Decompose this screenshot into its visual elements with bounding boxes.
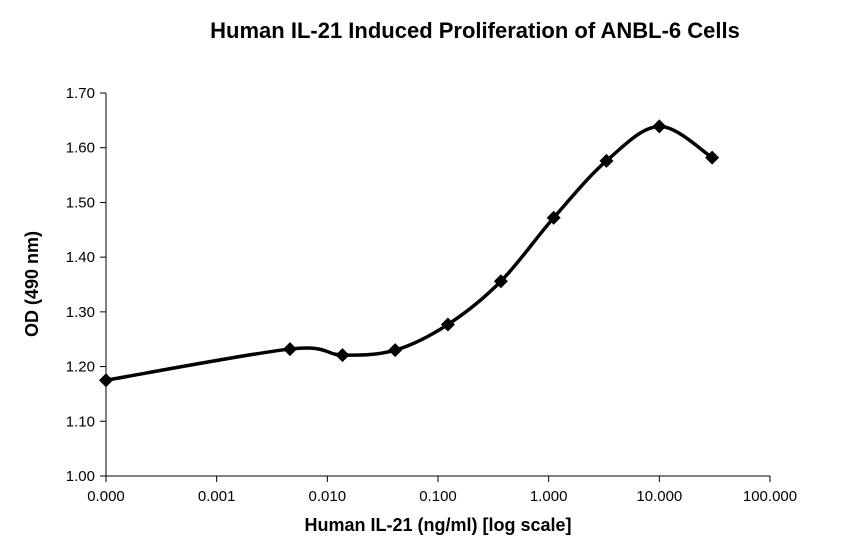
x-tick-label: 0.001	[198, 488, 236, 505]
y-axis-title: OD (490 nm)	[22, 231, 42, 337]
y-tick-label: 1.30	[66, 304, 95, 321]
data-point-marker	[388, 343, 403, 358]
y-tick-label: 1.00	[66, 468, 95, 485]
x-axis-title: Human IL-21 (ng/ml) [log scale]	[304, 515, 571, 535]
data-point-marker	[99, 373, 113, 388]
y-tick-label: 1.40	[66, 249, 95, 266]
y-ticks: 1.00 1.10 1.20 1.30 1.40 1.50 1.60 1.70	[66, 85, 106, 485]
y-tick-label: 1.60	[66, 140, 95, 157]
data-point-marker	[546, 210, 561, 225]
x-tick-label: 100.000	[743, 488, 797, 505]
x-tick-label: 0.100	[419, 488, 457, 505]
data-point-marker	[705, 150, 720, 165]
x-tick-label: 1.000	[530, 488, 568, 505]
data-point-marker	[599, 153, 614, 168]
data-point-marker	[493, 274, 508, 289]
data-point-marker	[652, 119, 667, 134]
data-point-marker	[335, 348, 350, 363]
y-tick-label: 1.50	[66, 194, 95, 211]
data-point-marker	[440, 317, 455, 332]
x-tick-label: 10.000	[636, 488, 682, 505]
y-tick-label: 1.20	[66, 359, 95, 376]
chart-title: Human IL-21 Induced Proliferation of ANB…	[210, 18, 740, 43]
series-line	[104, 124, 714, 382]
data-point-marker	[283, 342, 298, 357]
x-ticks: 0.000 0.001 0.010 0.100 1.000 10.000 100.000	[87, 476, 797, 505]
x-tick-label: 0.000	[87, 488, 125, 505]
series-markers	[99, 119, 720, 388]
y-tick-label: 1.70	[66, 85, 95, 102]
x-tick-label: 0.010	[309, 488, 347, 505]
y-tick-label: 1.10	[66, 413, 95, 430]
